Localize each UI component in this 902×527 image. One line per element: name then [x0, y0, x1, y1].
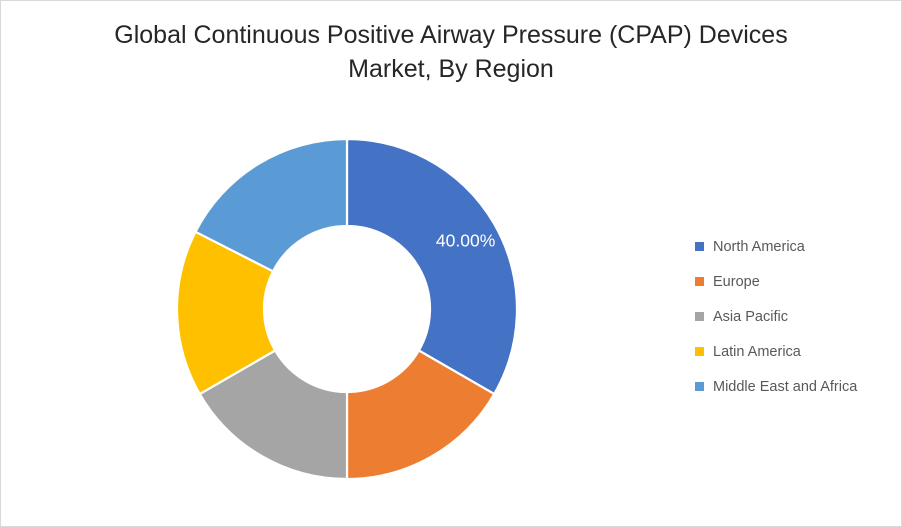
legend-item[interactable]: North America	[695, 229, 895, 264]
plot-area: 40.00%	[1, 1, 691, 526]
donut-slice[interactable]	[194, 137, 349, 273]
legend-item-label: Asia Pacific	[713, 308, 788, 325]
legend-item[interactable]: Asia Pacific	[695, 299, 895, 334]
donut-slice[interactable]	[345, 137, 519, 396]
legend-item-label: North America	[713, 238, 805, 255]
legend-swatch-icon	[695, 312, 704, 321]
chart-title: Global Continuous Positive Airway Pressu…	[61, 19, 841, 87]
chart-title-line-2: Market, By Region	[348, 54, 554, 83]
legend-item[interactable]: Latin America	[695, 334, 895, 369]
chart-legend: North America Europe Asia Pacific Latin Ame…	[695, 229, 895, 404]
legend-swatch-icon	[695, 277, 704, 286]
legend-item[interactable]: Middle East and Africa	[695, 369, 895, 404]
slice-data-label: 40.00%	[436, 231, 495, 251]
legend-swatch-icon	[695, 242, 704, 251]
legend-item-label: Middle East and Africa	[713, 378, 858, 395]
legend-swatch-icon	[695, 347, 704, 356]
legend-item-label: Latin America	[713, 343, 801, 360]
legend-swatch-icon	[695, 382, 704, 391]
donut-slice[interactable]	[345, 348, 496, 481]
legend-item-label: Europe	[713, 273, 760, 290]
chart-title-line-1: Global Continuous Positive Airway Pressu…	[114, 21, 788, 49]
donut-chart: 40.00%	[175, 137, 519, 481]
legend-item[interactable]: Europe	[695, 264, 895, 299]
donut-slice[interactable]	[175, 230, 277, 396]
donut-slice[interactable]	[198, 348, 349, 481]
